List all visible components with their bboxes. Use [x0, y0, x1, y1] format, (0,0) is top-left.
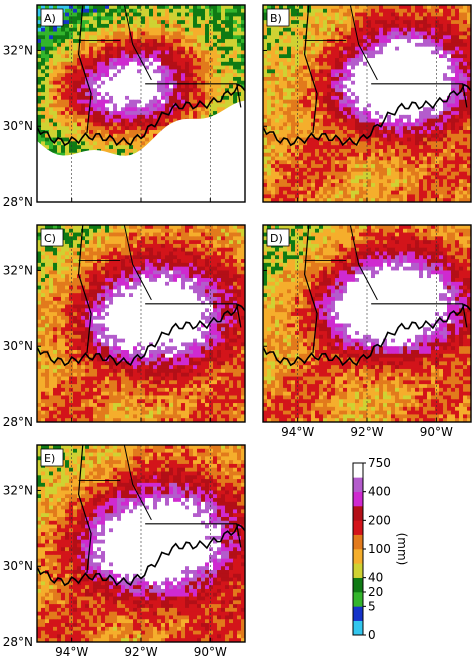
- x-tick-label: 90°W: [420, 425, 453, 439]
- map-panel: B): [262, 4, 472, 203]
- precipitation-field: [37, 5, 245, 202]
- state-boundaries: [303, 225, 468, 354]
- y-tick-label: 32°N: [3, 483, 33, 497]
- colorbar-tick-label: 20: [368, 585, 383, 599]
- y-tick-label: 32°N: [3, 263, 33, 277]
- precipitation-field: [37, 225, 245, 422]
- y-tick-label: 28°N: [3, 195, 33, 209]
- colorbar-segment: [353, 520, 363, 535]
- map-panel: C) 28°N 30°N 32°N: [3, 224, 246, 429]
- graticule: [71, 445, 211, 642]
- panel-label-box: [40, 448, 64, 467]
- panel-label-box: [40, 8, 64, 27]
- precipitation-field: [37, 445, 245, 642]
- x-tick-label: 90°W: [194, 645, 227, 659]
- y-tick-label: 30°N: [3, 119, 33, 133]
- y-tick-label: 30°N: [3, 559, 33, 573]
- coastline: [37, 303, 245, 367]
- y-tick-label: 28°N: [3, 635, 33, 649]
- graticule: [297, 5, 437, 202]
- precipitation-field: [263, 225, 471, 422]
- colorbar-segment: [353, 477, 363, 492]
- colorbar-segment: [353, 491, 363, 507]
- x-tick-label: 94°W: [281, 425, 314, 439]
- x-tick-label: 92°W: [350, 425, 383, 439]
- colorbar-tick-label: 750: [368, 456, 391, 470]
- no-data-mask: [37, 100, 245, 202]
- graticule: [71, 5, 211, 202]
- colorbar-segment: [353, 592, 363, 607]
- panel-label-box: [266, 228, 290, 247]
- colorbar-tick-label: 0: [368, 628, 376, 642]
- colorbar-segment: [353, 563, 363, 578]
- map-panel: D) 94°W 92°W 90°W: [262, 224, 472, 439]
- panels: A) 28°N 30°N 32°N B) C) 28°N 30°N 32°N D) 94°W 92°W…: [3, 4, 472, 659]
- graticule: [71, 225, 211, 422]
- panel-label: A): [44, 12, 56, 25]
- colorbar-tick-label: 400: [368, 485, 391, 499]
- state-boundaries: [303, 5, 468, 134]
- coastline: [37, 83, 245, 147]
- panel-label: D): [270, 232, 283, 245]
- coastline: [263, 303, 471, 367]
- colorbar-segment: [353, 463, 363, 478]
- colorbar-segment: [353, 577, 363, 593]
- colorbar-tick-label: 100: [368, 542, 391, 556]
- colorbar-tick-label: 5: [368, 599, 376, 613]
- colorbar-segment: [353, 506, 363, 521]
- y-tick-label: 32°N: [3, 43, 33, 57]
- x-tick-label: 94°W: [55, 645, 88, 659]
- panel-label-box: [266, 8, 290, 27]
- state-boundaries: [77, 5, 242, 134]
- colorbar-segment: [353, 549, 363, 564]
- colorbar-unit-label: (mm): [395, 533, 409, 566]
- coastline: [37, 523, 245, 587]
- graticule: [297, 225, 437, 422]
- state-boundaries: [77, 445, 242, 574]
- y-tick-label: 30°N: [3, 339, 33, 353]
- colorbar-segment: [353, 534, 363, 550]
- state-boundaries: [77, 225, 242, 354]
- precipitation-field: [263, 5, 471, 202]
- y-tick-label: 28°N: [3, 415, 33, 429]
- panel-label: B): [270, 12, 282, 25]
- coastline: [263, 83, 471, 147]
- colorbar-segment: [353, 620, 363, 636]
- x-tick-label: 92°W: [124, 645, 157, 659]
- map-panel: E) 28°N 30°N 32°N 94°W 92°W 90°W: [3, 444, 246, 659]
- colorbar-segment: [353, 606, 363, 621]
- colorbar-tick-label: 40: [368, 571, 383, 585]
- colorbar-tick-label: 200: [368, 513, 391, 527]
- panel-label-box: [40, 228, 64, 247]
- map-panel: A) 28°N 30°N 32°N: [3, 4, 246, 209]
- panel-label: C): [44, 232, 56, 245]
- panel-label: E): [44, 452, 55, 465]
